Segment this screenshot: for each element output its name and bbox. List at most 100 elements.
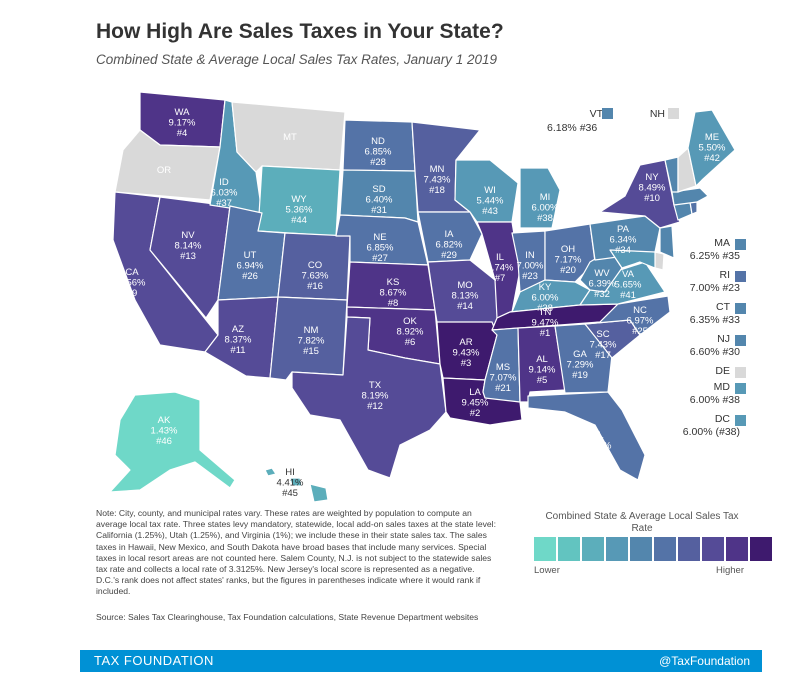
state-label-pa: 6.34%	[610, 235, 637, 246]
state-label-mi: MI	[540, 192, 551, 203]
page-title: How High Are Sales Taxes in Your State?	[96, 20, 504, 43]
swatch-ma	[735, 239, 746, 250]
state-label-wv: #32	[594, 289, 610, 300]
state-ma[interactable]	[671, 187, 709, 206]
state-label-oh: #20	[560, 265, 576, 276]
state-label-ok: #6	[405, 337, 416, 348]
state-label-co: CO	[308, 260, 322, 271]
state-label-ky: #38	[537, 303, 553, 314]
state-label-nd: 6.85%	[365, 147, 392, 158]
state-label-wi: WI	[484, 185, 496, 196]
state-label-co: #16	[307, 281, 323, 292]
state-label-sc: SC	[596, 329, 609, 340]
state-label-tn: TN	[539, 307, 552, 318]
state-label-ia: #29	[441, 250, 457, 261]
state-label-tn: #1	[540, 328, 551, 339]
state-label-ak: #46	[156, 436, 172, 447]
state-label-ak: 1.43%	[151, 426, 178, 437]
state-label-tx: 8.19%	[362, 391, 389, 402]
state-label-nd: #28	[370, 157, 386, 168]
state-label-tn: 9.47%	[532, 318, 559, 329]
state-label-wa: 9.17%	[169, 118, 196, 129]
state-label-mo: MO	[457, 280, 472, 291]
state-label-nd: ND	[371, 136, 385, 147]
footer-brand[interactable]: TAX FOUNDATION	[94, 653, 214, 668]
state-mi[interactable]	[519, 167, 561, 229]
state-label-mn: MN	[430, 164, 445, 175]
state-label-ne: NE	[373, 232, 386, 243]
state-label-ut: #26	[242, 271, 258, 282]
state-label-mi: #38	[537, 213, 553, 224]
state-label-il: IL	[496, 252, 504, 263]
state-label-wi: #43	[482, 206, 498, 217]
state-label-me: ME	[705, 132, 719, 143]
state-label-co: 7.63%	[302, 271, 329, 282]
state-or[interactable]	[114, 129, 221, 201]
state-ga[interactable]	[554, 323, 613, 394]
state-fl[interactable]	[527, 391, 646, 481]
state-label-fl: #22	[590, 451, 606, 462]
state-label-mn: 7.43%	[424, 175, 451, 186]
callout-md: MD 6.00% #38	[689, 381, 740, 406]
state-label-az: AZ	[232, 324, 244, 335]
page-subtitle: Combined State & Average Local Sales Tax…	[96, 52, 497, 67]
state-label-la: #2	[470, 408, 481, 419]
swatch-dc	[735, 415, 746, 426]
state-nc[interactable]	[584, 295, 671, 336]
state-label-wy: #44	[291, 215, 307, 226]
state-label-ga: GA	[573, 349, 587, 360]
state-tx[interactable]	[291, 316, 447, 479]
legend-swatch	[702, 537, 724, 561]
state-label-ut: UT	[244, 250, 257, 261]
state-label-ca: CA	[125, 267, 139, 278]
state-label-va: #41	[620, 290, 636, 301]
state-label-sc: 7.43%	[590, 340, 617, 351]
state-label-ms: MS	[496, 362, 510, 373]
state-label-me: 5.50%	[699, 143, 726, 154]
state-label-or: OR	[157, 165, 171, 176]
swatch-nj	[735, 335, 746, 346]
state-label-al: 9.14%	[529, 365, 556, 376]
state-label-in: #23	[522, 271, 538, 282]
state-me[interactable]	[687, 109, 736, 187]
swatch-ri	[735, 271, 746, 282]
state-label-id: ID	[219, 177, 229, 188]
state-label-ut: 6.94%	[237, 261, 264, 272]
state-label-al: #5	[537, 375, 548, 386]
state-label-ga: 7.29%	[567, 360, 594, 371]
callout-vt: VT	[589, 108, 603, 120]
state-label-ne: #27	[372, 253, 388, 264]
state-label-wa: WA	[175, 107, 191, 118]
state-ia[interactable]	[417, 211, 483, 263]
state-label-ar: #3	[461, 358, 472, 369]
state-label-ga: #19	[572, 370, 588, 381]
state-label-sd: SD	[372, 184, 385, 195]
state-md[interactable]	[609, 249, 656, 269]
state-label-id: 6.03%	[211, 188, 238, 199]
state-nj[interactable]	[659, 225, 675, 259]
legend-swatch	[654, 537, 676, 561]
state-label-mo: #14	[457, 301, 473, 312]
state-label-mi: 6.00%	[532, 203, 559, 214]
callout-vt-value: 6.18% #36	[547, 122, 598, 134]
callout-nh: NH	[649, 108, 665, 120]
state-label-ny: NY	[645, 172, 659, 183]
state-ak[interactable]	[109, 391, 236, 493]
state-label-oh: OH	[561, 244, 575, 255]
state-pa[interactable]	[589, 215, 661, 261]
callout-ct: CT 6.35% #33	[689, 301, 740, 326]
state-label-ks: #8	[388, 298, 399, 309]
state-label-ne: 6.85%	[367, 243, 394, 254]
legend-swatch	[534, 537, 556, 561]
footer-handle[interactable]: @TaxFoundation	[659, 654, 750, 668]
state-label-wy: 5.36%	[286, 205, 313, 216]
state-label-ca: 8.56%	[119, 278, 146, 289]
state-label-ms: #21	[495, 383, 511, 394]
state-label-ny: #10	[644, 193, 660, 204]
swatch-md	[735, 383, 746, 394]
state-hi[interactable]	[264, 467, 329, 503]
state-label-wy: WY	[291, 194, 307, 205]
state-label-al: AL	[536, 354, 548, 365]
legend-swatch	[678, 537, 700, 561]
state-label-hi: #45	[282, 488, 298, 499]
